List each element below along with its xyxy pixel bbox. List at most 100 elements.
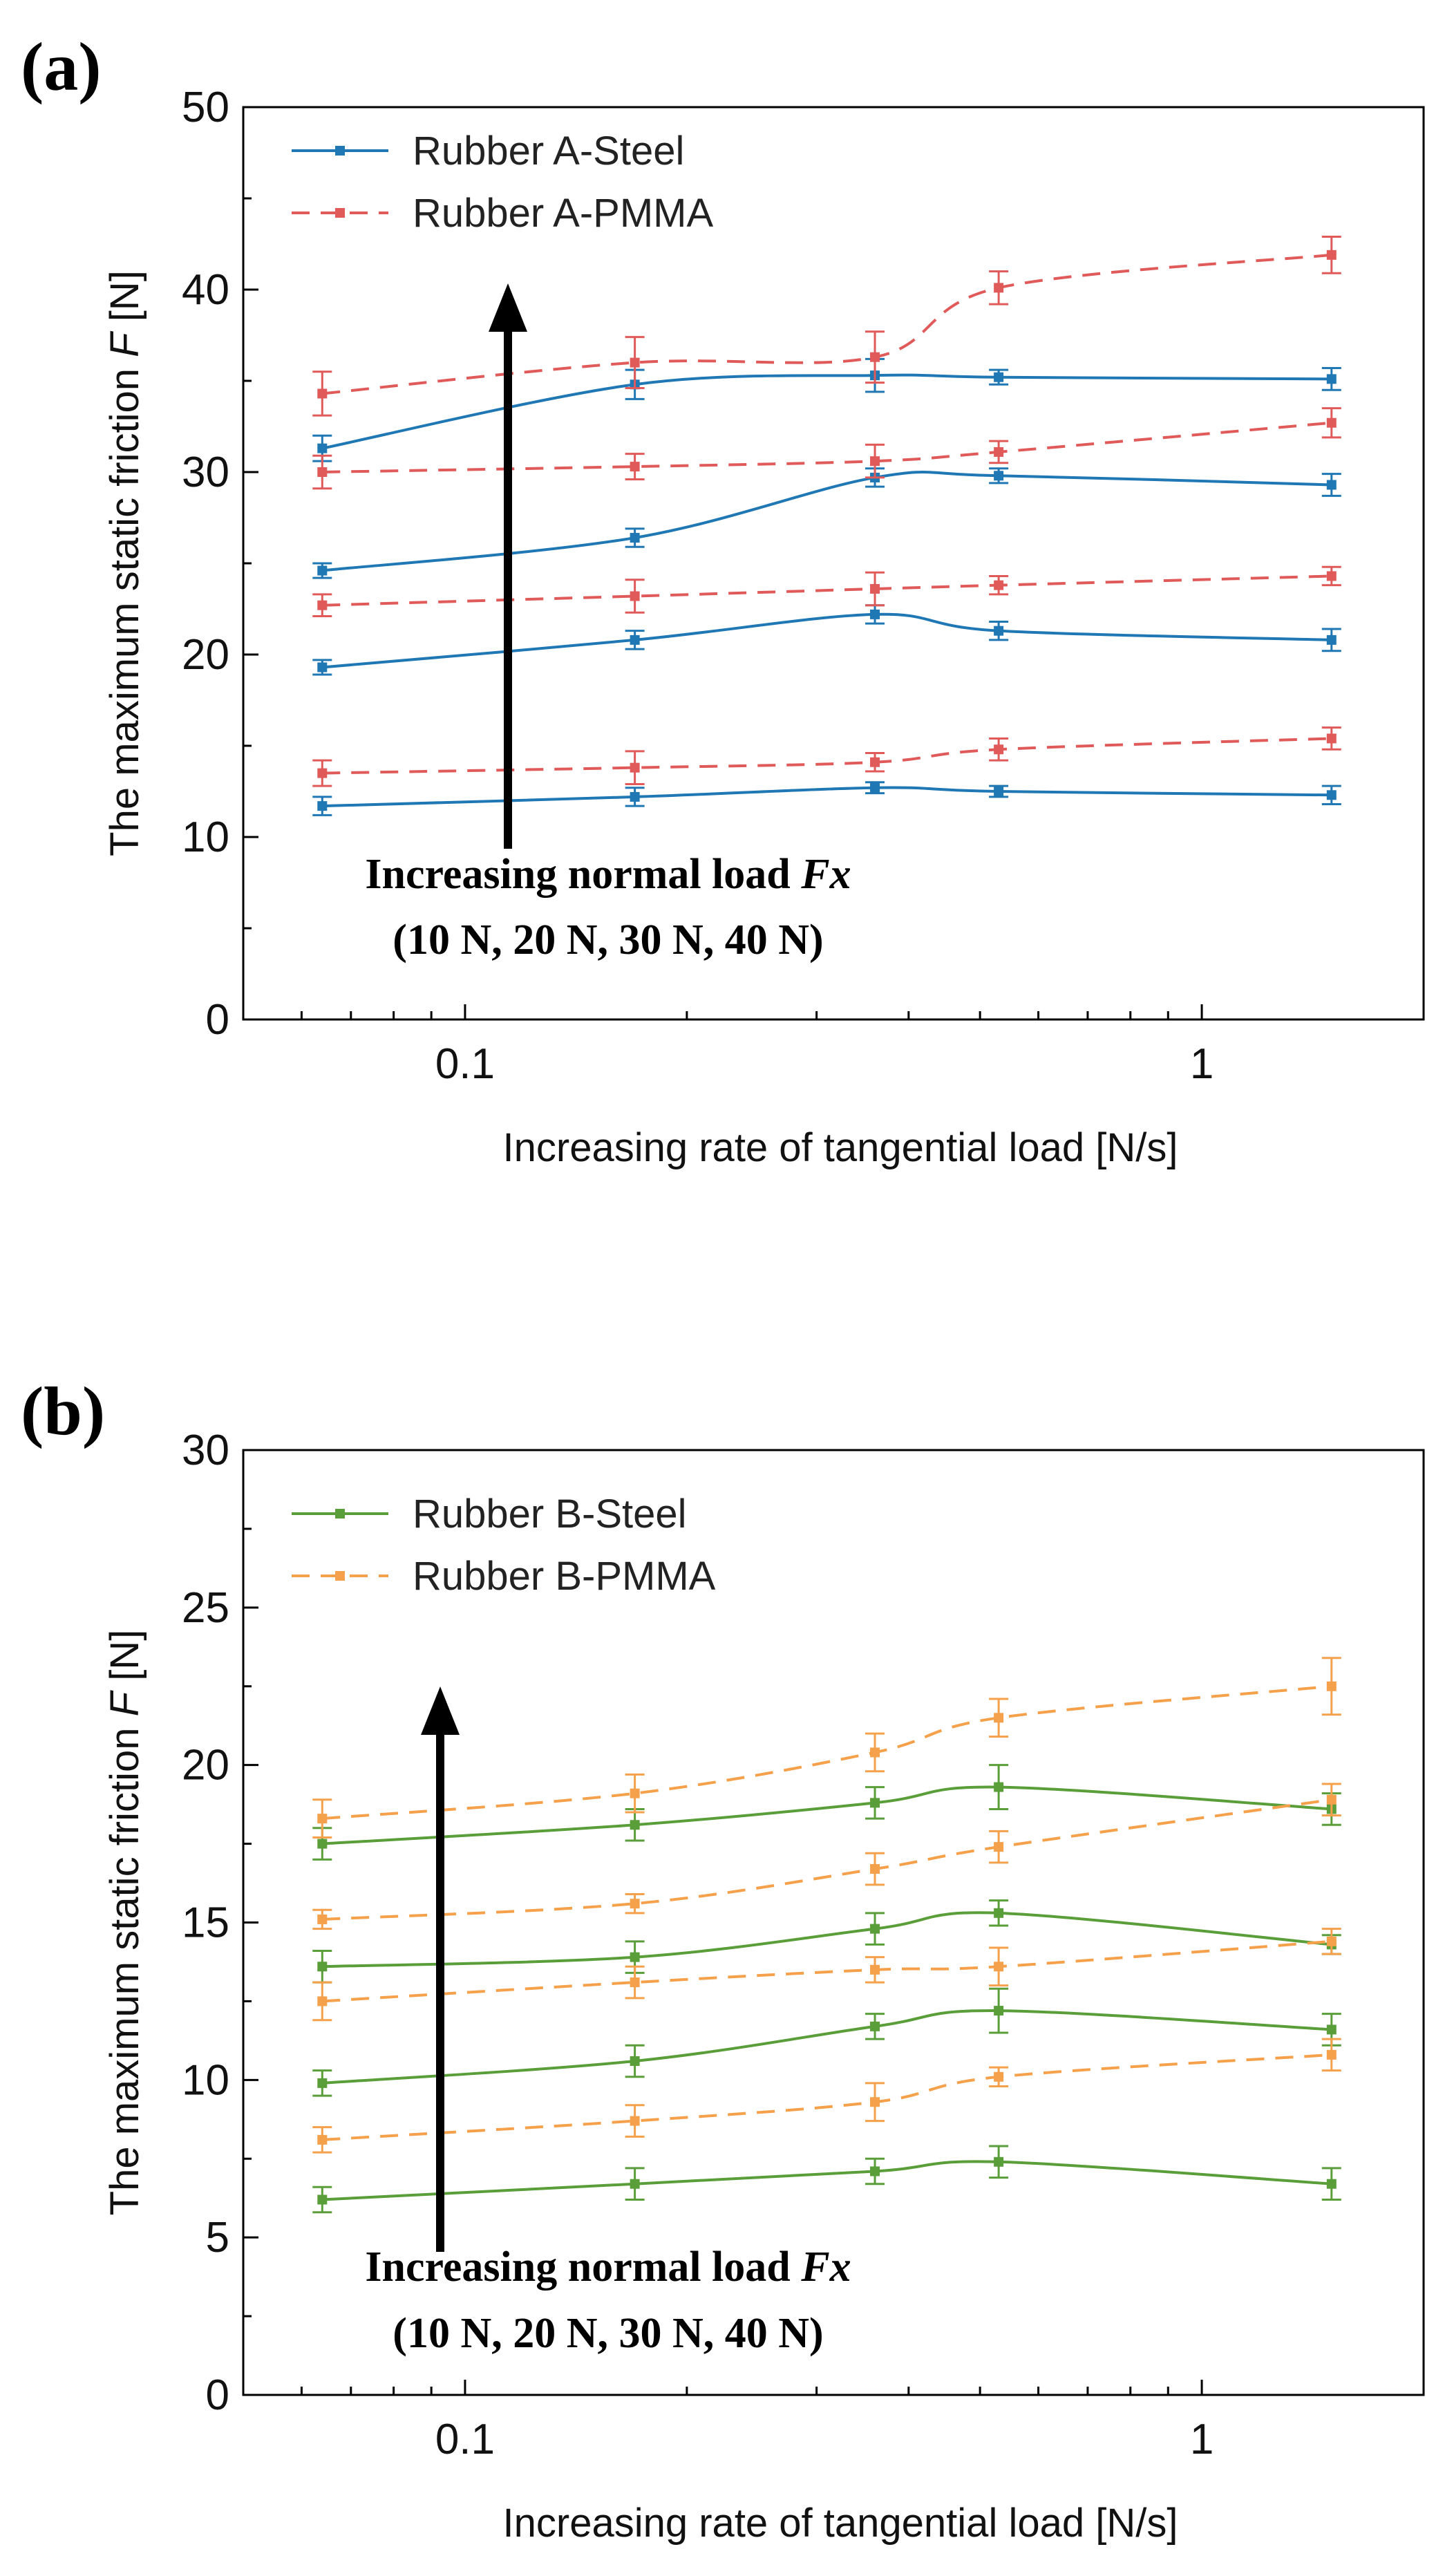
series-line <box>322 421 1332 473</box>
series-line <box>322 253 1332 395</box>
series-line <box>322 1798 1332 1921</box>
annotation-line-1: Increasing normal load Fx <box>365 851 851 898</box>
panel-label: (a) <box>21 28 102 105</box>
series-line <box>322 737 1332 775</box>
y-axis-title: The maximum static friction F [N] <box>102 270 147 856</box>
data-point <box>994 626 1004 636</box>
y-axis-title: The maximum static friction F [N] <box>102 1630 147 2216</box>
data-point <box>994 1713 1004 1723</box>
data-point <box>1326 374 1337 384</box>
y-tick-label: 30 <box>182 1427 229 1474</box>
series-line <box>322 1911 1332 1968</box>
legend-label: Rubber B-Steel <box>413 1492 687 1536</box>
data-point <box>630 1977 640 1988</box>
data-point <box>994 580 1004 590</box>
data-point <box>994 2071 1004 2082</box>
x-tick-label: 1 <box>1190 1040 1214 1088</box>
data-point <box>630 2179 640 2189</box>
data-point <box>317 1814 328 1824</box>
data-point <box>994 372 1004 382</box>
data-point <box>870 456 880 467</box>
series-line <box>322 2009 1332 2085</box>
series-line <box>322 1939 1332 2003</box>
x-tick-label: 0.1 <box>435 2416 495 2463</box>
annotation-line-1: Increasing normal load Fx <box>365 2244 851 2291</box>
data-point <box>994 283 1004 293</box>
legend-marker <box>335 208 345 218</box>
data-point <box>870 609 880 619</box>
x-axis-title: Increasing rate of tangential load [N/s] <box>503 2501 1178 2546</box>
data-point <box>870 2097 880 2107</box>
annotation-line-2: (10 N, 20 N, 30 N, 40 N) <box>393 916 823 963</box>
series-line <box>322 2053 1332 2141</box>
data-point <box>870 1798 880 1808</box>
data-point <box>870 1747 880 1758</box>
data-point <box>630 533 640 543</box>
data-point <box>317 662 328 673</box>
data-point <box>870 757 880 767</box>
y-tick-label: 0 <box>206 2371 229 2419</box>
y-tick-label: 30 <box>182 449 229 496</box>
series-line <box>322 786 1332 808</box>
data-point <box>870 583 880 594</box>
data-point <box>317 1839 328 1849</box>
data-point <box>870 1864 880 1874</box>
annotation-line-2: (10 N, 20 N, 30 N, 40 N) <box>393 2310 823 2357</box>
data-point <box>317 443 328 453</box>
y-axis-title-unit: [N] <box>102 1630 147 1692</box>
series-line <box>321 373 1332 450</box>
annotation-var: Fx <box>800 2244 851 2291</box>
legend-label: Rubber A-PMMA <box>413 191 713 236</box>
y-tick-label: 50 <box>182 84 229 131</box>
y-tick-label: 10 <box>182 814 229 861</box>
y-tick-label: 40 <box>182 266 229 314</box>
series-line <box>322 574 1332 607</box>
data-point <box>317 1914 328 1924</box>
data-point <box>630 1899 640 1909</box>
data-point <box>994 1782 1004 1792</box>
data-point <box>317 600 328 610</box>
y-tick-label: 20 <box>182 1742 229 1789</box>
data-point <box>1326 790 1337 800</box>
data-point <box>994 2006 1004 2016</box>
panel-label: (b) <box>21 1373 105 1449</box>
data-point <box>994 1962 1004 1972</box>
legend-marker <box>335 146 345 156</box>
y-axis-title-var: F <box>102 330 147 357</box>
data-point <box>994 446 1004 457</box>
data-point <box>994 1908 1004 1918</box>
y-tick-label: 10 <box>182 2056 229 2104</box>
series-line <box>322 612 1332 669</box>
data-point <box>630 762 640 773</box>
data-point <box>317 1962 328 1972</box>
annotation-text: Increasing normal load <box>365 851 801 898</box>
data-point <box>870 1924 880 1934</box>
data-point <box>1326 733 1337 744</box>
data-point <box>630 634 640 645</box>
annotation-var: Fx <box>800 851 851 898</box>
data-point <box>630 2056 640 2066</box>
data-point <box>1326 634 1337 645</box>
data-point <box>630 1952 640 1962</box>
chart-panel-a: (a) 0 10 20 30 40 50 0.1 1 Increasing rate of tan… <box>21 28 1425 1170</box>
data-point <box>1326 417 1337 428</box>
data-point <box>1326 1936 1337 1946</box>
legend-marker <box>335 1509 345 1519</box>
data-point <box>630 1788 640 1798</box>
data-point <box>994 744 1004 755</box>
data-point <box>630 2116 640 2126</box>
data-point <box>1326 2179 1337 2189</box>
data-point <box>870 782 880 793</box>
data-point <box>870 1964 880 1975</box>
data-point <box>630 1820 640 1830</box>
y-tick-label: 25 <box>182 1584 229 1632</box>
data-point <box>317 2194 328 2205</box>
y-axis-title-unit: [N] <box>102 270 147 332</box>
x-tick-label: 1 <box>1190 2416 1214 2463</box>
y-axis-title-var: F <box>102 1689 147 1716</box>
data-point <box>994 787 1004 796</box>
data-point <box>630 462 640 472</box>
y-tick-label: 0 <box>206 996 229 1044</box>
increase-arrow-head <box>421 1686 460 1735</box>
